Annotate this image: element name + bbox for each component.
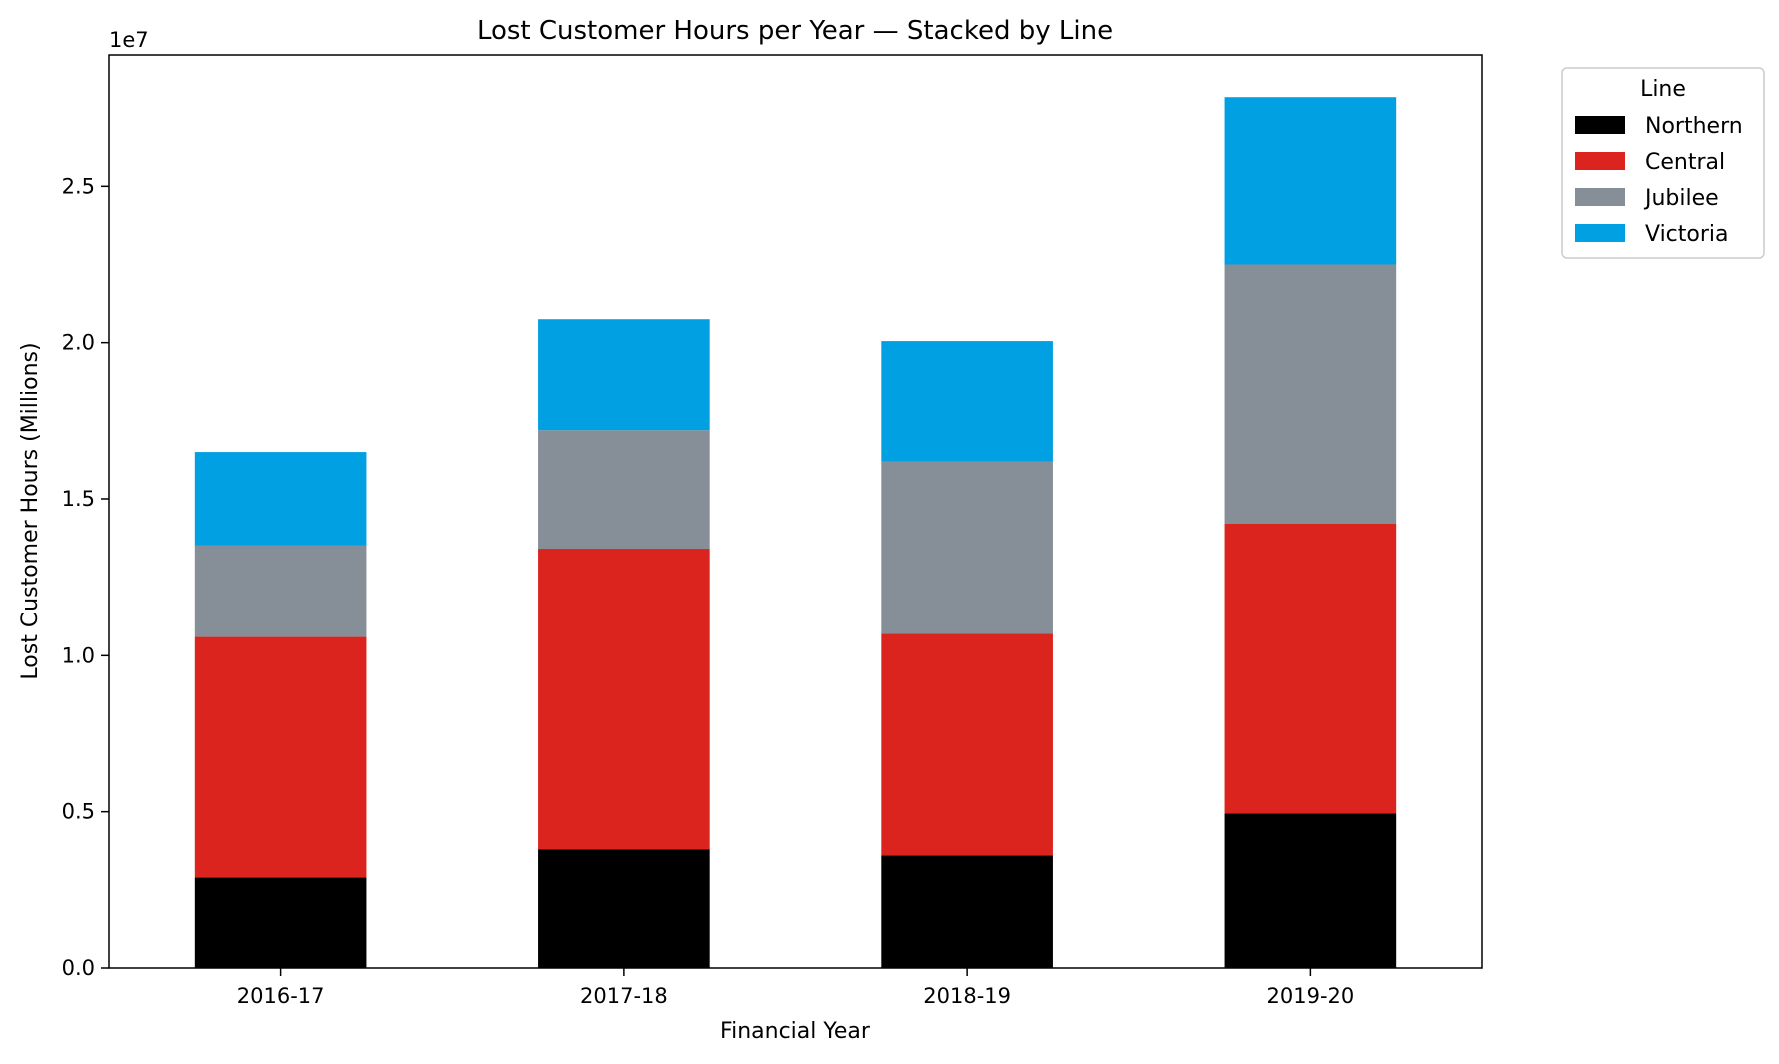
- bars-layer: [194, 97, 1397, 968]
- x-axis: 2016-17 2017-18 2018-19 2019-20: [237, 968, 1355, 1008]
- legend-swatch-northern: [1575, 116, 1625, 134]
- x-tick-label: 2019-20: [1267, 984, 1355, 1008]
- bar-central-2019-20: [1224, 524, 1397, 814]
- y-tick-label: 1.5: [62, 487, 95, 511]
- y-tick-label: 1.0: [62, 643, 95, 667]
- bar-northern-2017-18: [538, 849, 710, 968]
- bar-central-2018-19: [881, 633, 1053, 856]
- legend-label-central: Central: [1645, 150, 1725, 175]
- legend: Line Northern Central Jubilee Victoria: [1561, 67, 1765, 259]
- bar-central-2017-18: [538, 549, 710, 850]
- y-axis-label: Lost Customer Hours (Millions): [18, 342, 43, 679]
- legend-box: [1561, 67, 1765, 259]
- y-tick-label: 0.0: [62, 956, 95, 980]
- legend-swatch-central: [1575, 152, 1625, 170]
- x-tick-label: 2018-19: [923, 984, 1011, 1008]
- y-tick-label: 2.5: [62, 174, 95, 198]
- bar-jubilee-2016-17: [194, 545, 367, 637]
- bar-jubilee-2018-19: [881, 461, 1053, 634]
- bar-victoria-2016-17: [194, 452, 367, 546]
- chart-title: Lost Customer Hours per Year — Stacked b…: [477, 16, 1113, 46]
- x-tick-label: 2017-18: [580, 984, 668, 1008]
- bar-northern-2016-17: [194, 877, 367, 968]
- bar-central-2016-17: [194, 636, 367, 878]
- legend-label-jubilee: Jubilee: [1643, 186, 1719, 211]
- bar-victoria-2018-19: [881, 341, 1053, 462]
- legend-title: Line: [1640, 77, 1686, 102]
- legend-label-northern: Northern: [1645, 114, 1743, 139]
- y-axis: 0.0 0.5 1.0 1.5 2.0 2.5: [62, 174, 109, 980]
- y-tick-label: 0.5: [62, 800, 95, 824]
- bar-northern-2018-19: [881, 855, 1053, 968]
- bar-victoria-2017-18: [538, 319, 710, 431]
- legend-swatch-jubilee: [1575, 188, 1625, 206]
- legend-swatch-victoria: [1575, 224, 1625, 242]
- bar-jubilee-2017-18: [538, 430, 710, 550]
- legend-items: Northern Central Jubilee Victoria: [1575, 114, 1743, 247]
- x-axis-label: Financial Year: [720, 1019, 871, 1044]
- legend-label-victoria: Victoria: [1645, 222, 1729, 247]
- bar-jubilee-2019-20: [1224, 264, 1397, 525]
- x-tick-label: 2016-17: [237, 984, 325, 1008]
- bar-victoria-2019-20: [1224, 97, 1397, 265]
- bar-northern-2019-20: [1224, 813, 1397, 968]
- y-axis-offset-label: 1e7: [109, 28, 149, 52]
- plot-frame: [108, 54, 1483, 969]
- y-tick-label: 2.0: [62, 331, 95, 355]
